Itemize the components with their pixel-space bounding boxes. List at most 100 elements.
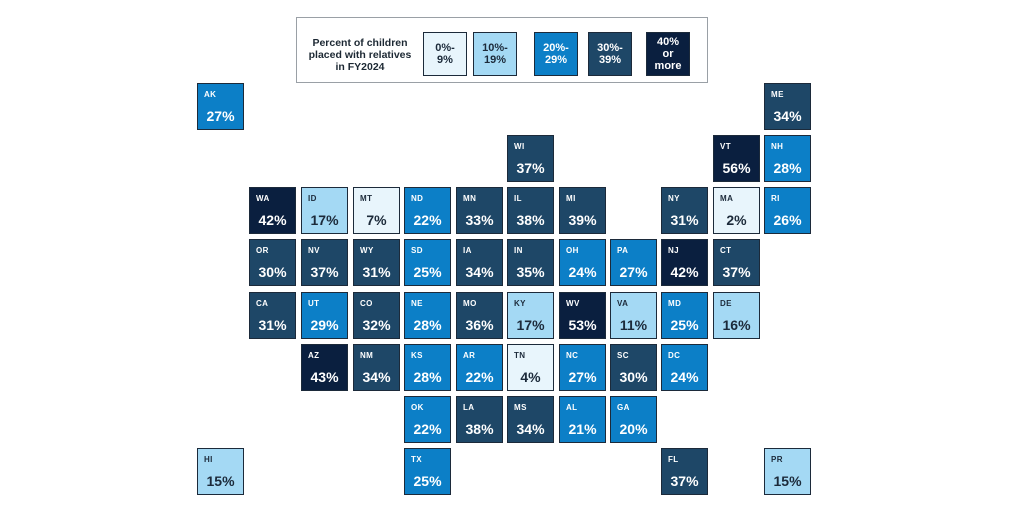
percent-sign: % — [222, 473, 235, 489]
state-percent-value: 34 — [773, 108, 790, 124]
state-tile-ky: KY 17% — [507, 292, 554, 339]
legend-swatch-label: or — [662, 48, 674, 60]
state-tile-ms: MS 34% — [507, 396, 554, 443]
state-tile-ok: OK 22% — [404, 396, 451, 443]
state-tile-id: ID 17% — [301, 187, 348, 234]
percent-sign: % — [738, 317, 751, 333]
state-percent: 26% — [765, 212, 810, 228]
state-abbr: AZ — [308, 351, 320, 360]
percent-sign: % — [686, 264, 699, 280]
state-abbr: WY — [360, 246, 374, 255]
percent-sign: % — [326, 264, 339, 280]
state-percent-value: 17 — [516, 317, 533, 333]
percent-sign: % — [222, 108, 235, 124]
state-tile-al: AL 21% — [559, 396, 606, 443]
state-percent: 37% — [662, 473, 707, 489]
state-abbr: NV — [308, 246, 320, 255]
state-percent-value: 36 — [465, 317, 482, 333]
state-percent: 27% — [560, 369, 605, 385]
state-tile-wi: WI 37% — [507, 135, 554, 182]
state-tile-dc: DC 24% — [661, 344, 708, 391]
state-percent: 28% — [405, 317, 450, 333]
state-percent: 27% — [611, 264, 656, 280]
legend-swatch: 10%- 19% — [473, 32, 517, 76]
state-percent: 28% — [405, 369, 450, 385]
state-percent-value: 20 — [619, 421, 636, 437]
percent-sign: % — [686, 369, 699, 385]
state-tile-in: IN 35% — [507, 239, 554, 286]
percent-sign: % — [481, 264, 494, 280]
state-tile-mt: MT 7% — [353, 187, 400, 234]
state-percent: 34% — [508, 421, 553, 437]
state-percent: 35% — [508, 264, 553, 280]
percent-sign: % — [532, 212, 545, 228]
state-tile-wv: WV 53% — [559, 292, 606, 339]
percent-sign: % — [584, 317, 597, 333]
percent-sign: % — [584, 212, 597, 228]
percent-sign: % — [326, 369, 339, 385]
state-tile-tn: TN 4% — [507, 344, 554, 391]
percent-sign: % — [789, 160, 802, 176]
state-abbr: AL — [566, 403, 578, 412]
state-percent-value: 42 — [258, 212, 275, 228]
state-percent-value: 56 — [722, 160, 739, 176]
state-abbr: CA — [256, 299, 269, 308]
percent-sign: % — [635, 264, 648, 280]
state-percent-value: 53 — [568, 317, 585, 333]
state-percent: 22% — [457, 369, 502, 385]
legend-swatch: 40% or more — [646, 32, 690, 76]
state-abbr: MI — [566, 194, 576, 203]
state-abbr: MA — [720, 194, 734, 203]
legend-swatch-label: 9% — [437, 54, 453, 66]
state-tile-ri: RI 26% — [764, 187, 811, 234]
state-tile-va: VA 11% — [610, 292, 657, 339]
state-percent-value: 42 — [670, 264, 687, 280]
percent-sign: % — [429, 264, 442, 280]
state-percent: 24% — [560, 264, 605, 280]
percent-sign: % — [429, 317, 442, 333]
state-percent: 7% — [354, 212, 399, 228]
state-abbr: KS — [411, 351, 423, 360]
percent-sign: % — [274, 264, 287, 280]
state-tile-ca: CA 31% — [249, 292, 296, 339]
state-percent: 24% — [662, 369, 707, 385]
state-tile-nv: NV 37% — [301, 239, 348, 286]
state-percent-value: 43 — [310, 369, 327, 385]
state-tile-ny: NY 31% — [661, 187, 708, 234]
state-tile-oh: OH 24% — [559, 239, 606, 286]
state-percent: 2% — [714, 212, 759, 228]
state-percent-value: 16 — [722, 317, 739, 333]
state-percent: 22% — [405, 212, 450, 228]
state-percent-value: 22 — [413, 421, 430, 437]
state-abbr: RI — [771, 194, 780, 203]
percent-sign: % — [378, 264, 391, 280]
state-abbr: WV — [566, 299, 580, 308]
state-tile-co: CO 32% — [353, 292, 400, 339]
state-abbr: DC — [668, 351, 681, 360]
percent-sign: % — [532, 317, 545, 333]
state-percent-value: 27 — [619, 264, 636, 280]
state-percent: 25% — [662, 317, 707, 333]
state-tile-pa: PA 27% — [610, 239, 657, 286]
state-percent: 27% — [198, 108, 243, 124]
state-abbr: HI — [204, 455, 213, 464]
state-percent-value: 37 — [722, 264, 739, 280]
state-percent-value: 37 — [670, 473, 687, 489]
state-percent-value: 31 — [258, 317, 275, 333]
state-abbr: VT — [720, 142, 732, 151]
legend-swatch: 30%- 39% — [588, 32, 632, 76]
state-percent-value: 26 — [773, 212, 790, 228]
state-percent-value: 4 — [520, 369, 529, 385]
state-abbr: OH — [566, 246, 579, 255]
state-abbr: UT — [308, 299, 320, 308]
state-abbr: MT — [360, 194, 373, 203]
percent-sign: % — [481, 317, 494, 333]
state-percent-value: 22 — [465, 369, 482, 385]
legend-title: Percent of children placed with relatives… — [303, 37, 417, 73]
state-abbr: ND — [411, 194, 424, 203]
percent-sign: % — [789, 473, 802, 489]
state-abbr: OK — [411, 403, 424, 412]
state-percent: 39% — [560, 212, 605, 228]
state-abbr: OR — [256, 246, 269, 255]
state-tile-ga: GA 20% — [610, 396, 657, 443]
